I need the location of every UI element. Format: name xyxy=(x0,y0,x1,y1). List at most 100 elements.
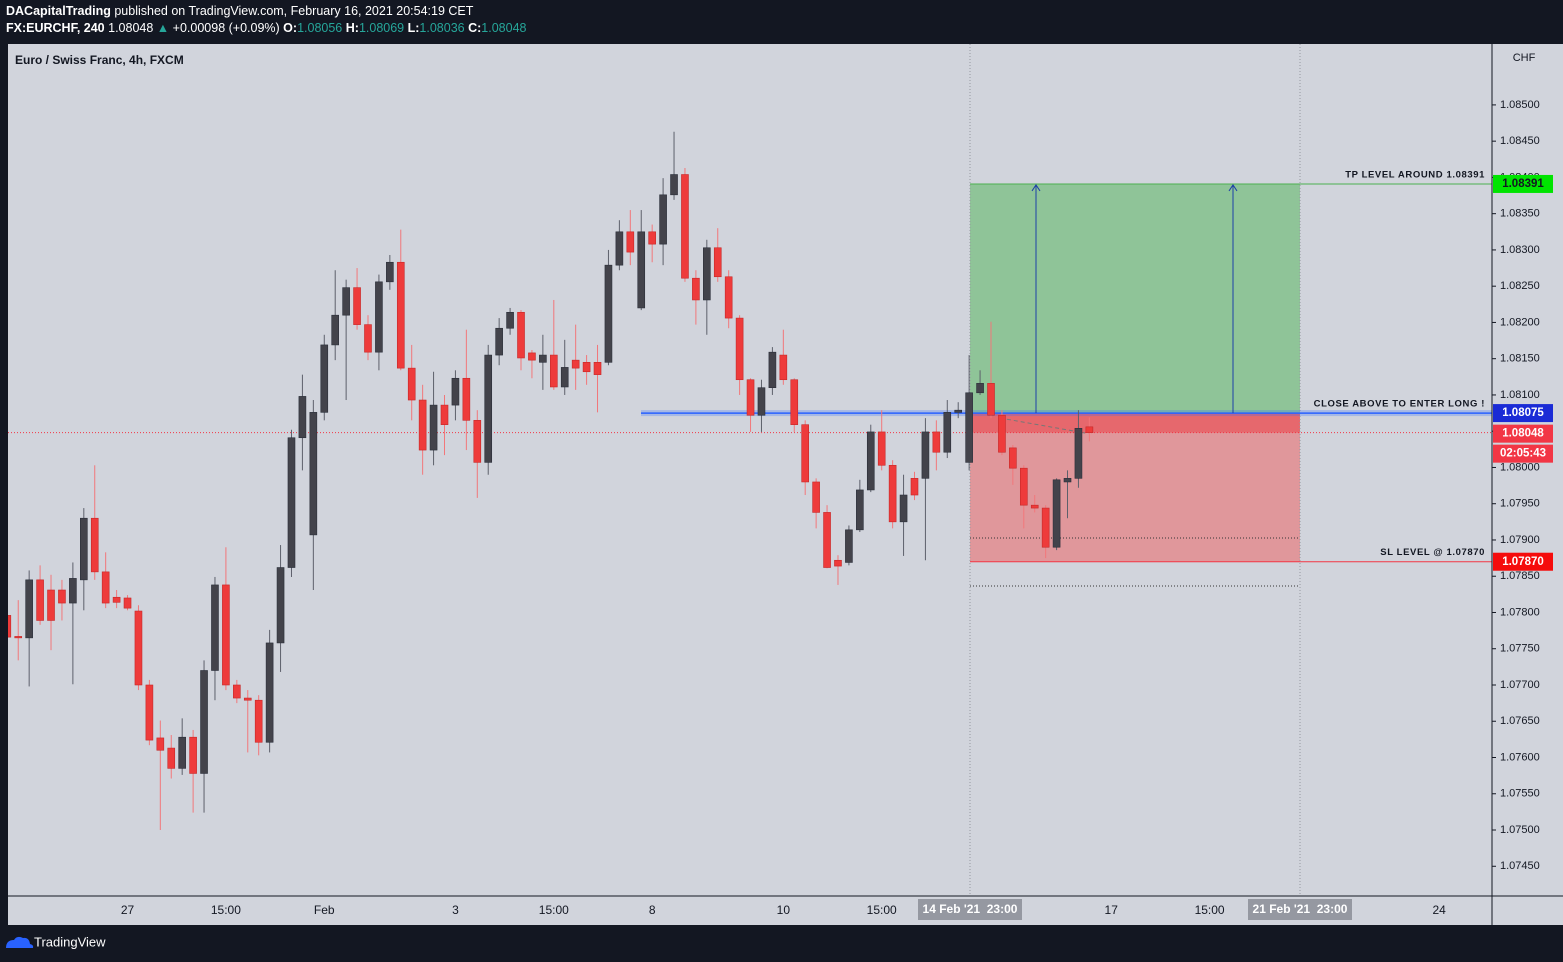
y-tick-label: 1.07900 xyxy=(1500,534,1540,546)
open-loss xyxy=(970,413,1300,433)
y-tick-label: 1.08350 xyxy=(1500,208,1540,220)
candle-body xyxy=(342,287,350,316)
y-tick-label: 1.08000 xyxy=(1500,461,1540,473)
candle-body xyxy=(582,362,591,373)
y-tick-label: 1.07850 xyxy=(1500,570,1540,582)
candle-body xyxy=(1019,467,1028,506)
price-tag-label: 1.08075 xyxy=(1502,407,1544,419)
candle-body xyxy=(101,571,110,604)
y-tick-label: 1.08450 xyxy=(1500,135,1540,147)
price-tag-label: 1.07870 xyxy=(1502,556,1544,568)
candle-body xyxy=(615,231,624,266)
y-tick-label: 1.07550 xyxy=(1500,788,1540,800)
price-tag-label: 02:05:43 xyxy=(1500,448,1546,460)
candle-body xyxy=(145,684,154,741)
candle-body xyxy=(943,412,952,453)
y-tick-label: 1.08150 xyxy=(1500,353,1540,365)
ohlc-o: O: xyxy=(283,21,297,35)
loss-zone xyxy=(970,413,1300,562)
y-tick-label: 1.08100 xyxy=(1500,389,1540,401)
candle-body xyxy=(331,314,340,346)
candle-body xyxy=(877,431,886,466)
candle-body xyxy=(517,311,525,359)
candle-body xyxy=(484,354,493,463)
candle-body xyxy=(856,489,864,531)
candle-body xyxy=(692,277,700,301)
x-tick-label: 8 xyxy=(649,903,656,917)
change: +0.00098 (+0.09%) xyxy=(173,21,280,35)
profit-zone xyxy=(970,183,1300,414)
y-tick-label: 1.07450 xyxy=(1500,860,1540,872)
candle-body xyxy=(243,697,252,701)
candle-body xyxy=(593,362,602,375)
x-tick-label: 27 xyxy=(121,903,135,917)
candle-body xyxy=(396,261,405,369)
candle-body xyxy=(932,431,941,453)
candle-body xyxy=(462,377,471,421)
ohlc-h-value: 1.08069 xyxy=(359,21,404,35)
candle-body xyxy=(659,194,667,245)
price-tag xyxy=(1493,444,1553,463)
candle-body xyxy=(14,636,23,639)
candle-body xyxy=(910,478,919,496)
y-tick-label: 1.07500 xyxy=(1500,824,1540,836)
x-tick-label: 15:00 xyxy=(867,903,897,917)
candle-body xyxy=(495,327,503,356)
candle-body xyxy=(976,383,984,394)
ohlc-h: H: xyxy=(346,21,359,35)
candle-body xyxy=(473,420,482,463)
candle-body xyxy=(123,597,132,609)
candle-body xyxy=(353,287,361,325)
price-tag-label: 1.08048 xyxy=(1502,428,1544,440)
footer-logo xyxy=(6,936,34,948)
y-tick-label: 1.07600 xyxy=(1500,751,1540,763)
plot xyxy=(8,44,1492,896)
ohlc-o-value: 1.08056 xyxy=(297,21,342,35)
price-tag xyxy=(1493,174,1553,193)
candle-body xyxy=(539,354,547,363)
ohlc-l-value: 1.08036 xyxy=(419,21,464,35)
candle-body xyxy=(1041,507,1050,548)
candle-body xyxy=(823,512,831,568)
range-date-box xyxy=(1248,899,1352,920)
candle-body xyxy=(965,392,973,463)
y-tick-label: 1.08500 xyxy=(1500,99,1540,111)
candle-body xyxy=(921,431,930,479)
chart-title: Euro / Swiss Franc, 4h, FXCM xyxy=(15,53,184,67)
candle-body xyxy=(298,396,307,439)
candle-body xyxy=(386,261,394,283)
candle-body xyxy=(80,517,88,581)
candle-body xyxy=(90,517,99,573)
level-label: TP LEVEL AROUND 1.08391 xyxy=(1345,169,1485,180)
candle-body xyxy=(364,324,372,353)
candle-body xyxy=(954,409,963,413)
y-tick-label: 1.07800 xyxy=(1500,606,1540,618)
published: published on TradingView.com, February 1… xyxy=(114,4,473,18)
symbol: FX:EURCHF, 240 xyxy=(6,21,105,35)
x-tick-label: 3 xyxy=(452,903,459,917)
range-date-box xyxy=(918,899,1022,920)
candle-body xyxy=(713,247,722,278)
candle-body xyxy=(287,437,296,568)
candle-body xyxy=(724,276,733,319)
candle-body xyxy=(429,404,438,451)
candle-body xyxy=(112,596,121,603)
candle-body xyxy=(156,737,165,751)
candle-body xyxy=(637,231,646,309)
candle-body xyxy=(790,379,799,425)
arrow-head xyxy=(1031,184,1041,192)
candle-body xyxy=(801,424,809,483)
candle-body xyxy=(211,584,219,671)
candle-body xyxy=(1063,478,1072,483)
candle-body xyxy=(735,317,744,381)
candle-body xyxy=(167,747,176,769)
candle-body xyxy=(560,367,569,388)
candle-body xyxy=(265,642,274,743)
y-tick-label: 1.08200 xyxy=(1500,316,1540,328)
price-tag-label: 1.08391 xyxy=(1502,178,1544,190)
x-tick-label: 15:00 xyxy=(211,903,241,917)
x-tick-label: 17 xyxy=(1105,903,1119,917)
ohlc-l: L: xyxy=(408,21,420,35)
